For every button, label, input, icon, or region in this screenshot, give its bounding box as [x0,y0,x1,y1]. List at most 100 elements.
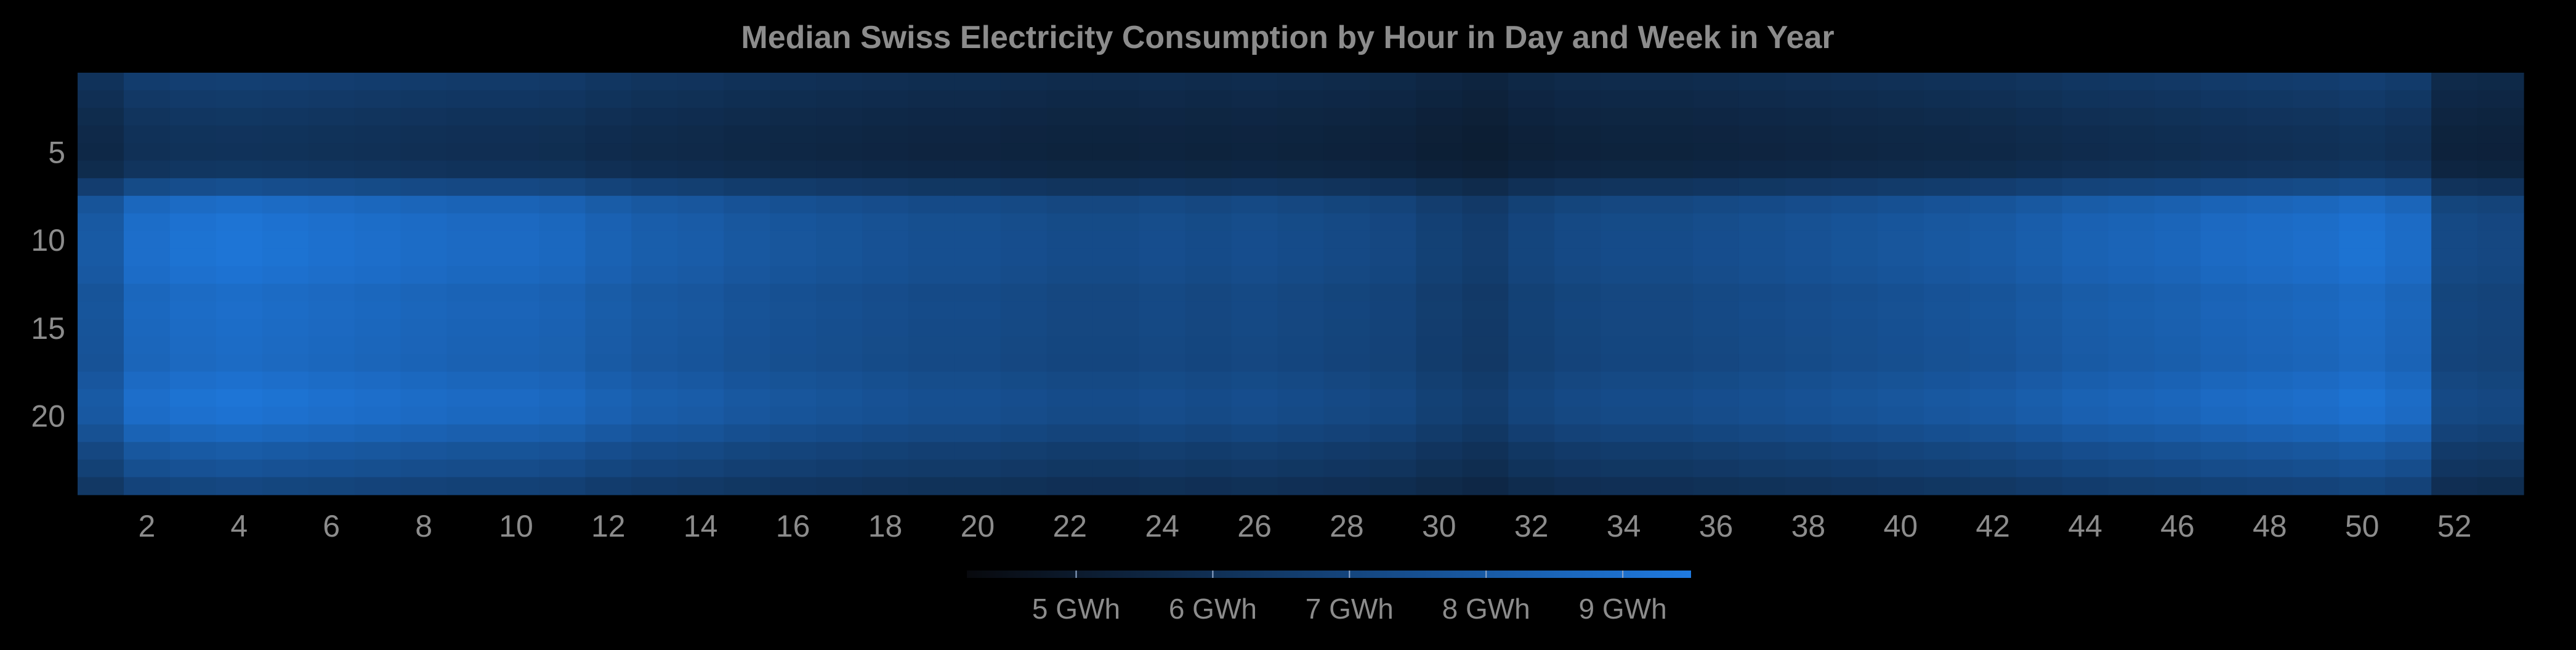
heatmap-cell [1092,178,1140,197]
heatmap-cell [262,354,309,372]
heatmap-cell [216,372,263,390]
heatmap-cell [1601,90,1647,108]
heatmap-cell [2247,108,2293,126]
colorbar-gradient [967,571,1691,578]
heatmap-cell [169,336,217,355]
heatmap-cell [1738,354,1786,372]
heatmap-cell [816,73,863,91]
heatmap-cell [2339,424,2386,442]
heatmap-cell [2477,283,2524,302]
heatmap-cell [1092,389,1140,407]
heatmap-cell [1370,160,1416,179]
heatmap-cell [1554,424,1601,442]
heatmap-cell [954,354,1001,372]
heatmap-cell [631,442,678,460]
heatmap-cell [1462,389,1509,407]
heatmap-cell [262,160,309,179]
heatmap-cell [493,336,540,355]
heatmap-cell [1231,336,1278,355]
heatmap-cell [1462,336,1509,355]
heatmap-cell [1416,477,1463,495]
heatmap-cell [1462,459,1509,478]
heatmap-cell [677,319,724,337]
heatmap-cell [1969,248,2017,267]
x-tick-label: 24 [1145,509,1179,543]
heatmap-cell [1323,283,1371,302]
heatmap-cell [2477,442,2524,460]
heatmap-cell [770,336,817,355]
heatmap-cell [1923,108,1971,126]
heatmap-cell [2016,125,2063,144]
heatmap-cell [1969,301,2017,320]
heatmap-cell [1416,389,1463,407]
heatmap-cell [1092,90,1140,108]
heatmap-cell [1092,442,1140,460]
heatmap-cell [123,372,171,390]
heatmap-cell [1092,459,1140,478]
heatmap-cell [262,143,309,161]
heatmap-cell [1969,459,2017,478]
heatmap-cell [1601,125,1647,144]
heatmap-cell [1738,143,1786,161]
heatmap-cell [724,230,770,250]
heatmap-cell [539,354,586,372]
heatmap-cell [631,230,678,250]
heatmap-cell [1092,143,1140,161]
heatmap-cell [1508,319,1555,337]
heatmap-cell [169,319,217,337]
heatmap-cell [2293,372,2340,390]
heatmap-cell [585,424,632,442]
heatmap-cell [954,73,1001,91]
heatmap-cell [1000,442,1048,460]
heatmap-cell [1831,301,1878,320]
heatmap-cell [400,90,448,108]
heatmap-cell [1877,336,1924,355]
heatmap-cell [862,73,909,91]
heatmap-cell [308,372,355,390]
heatmap-cell [1785,407,1832,425]
heatmap-cell [1046,407,1094,425]
heatmap-cell [78,73,124,91]
heatmap-cell [1416,143,1463,161]
heatmap-cell [2200,459,2247,478]
heatmap-cell [1000,266,1048,285]
heatmap-cell [539,372,586,390]
heatmap-cell [169,143,217,161]
heatmap-cell [354,336,402,355]
heatmap-cell [954,213,1001,232]
heatmap-cell [169,266,217,285]
heatmap-cell [446,160,494,179]
heatmap-cell [1738,230,1786,250]
heatmap-cell [862,108,909,126]
heatmap-cell [816,213,863,232]
heatmap-cell [1877,160,1924,179]
heatmap-cell [1416,301,1463,320]
heatmap-cell [2108,283,2155,302]
heatmap-cell [539,178,586,197]
heatmap-cell [123,230,171,250]
heatmap-cell [262,178,309,197]
heatmap-cell [1831,125,1878,144]
heatmap-cell [2293,178,2340,197]
heatmap-cell [308,424,355,442]
heatmap-cell [1416,459,1463,478]
heatmap-cell [1416,160,1463,179]
heatmap-cell [908,424,955,442]
heatmap-cell [1601,178,1647,197]
heatmap-cell [446,407,494,425]
heatmap-cell [1185,319,1232,337]
heatmap-cell [123,319,171,337]
heatmap-cell [1277,301,1325,320]
heatmap-cell [2385,178,2432,197]
heatmap-cell [677,283,724,302]
heatmap-cell [631,424,678,442]
heatmap-cell [400,459,448,478]
heatmap-cell [1000,248,1048,267]
heatmap-cell [123,178,171,197]
heatmap-cell [2154,354,2201,372]
heatmap-cell [1923,319,1971,337]
heatmap-cell [1231,389,1278,407]
heatmap-cell [1693,213,1740,232]
heatmap-cell [1969,336,2017,355]
heatmap-cell [1139,108,1186,126]
